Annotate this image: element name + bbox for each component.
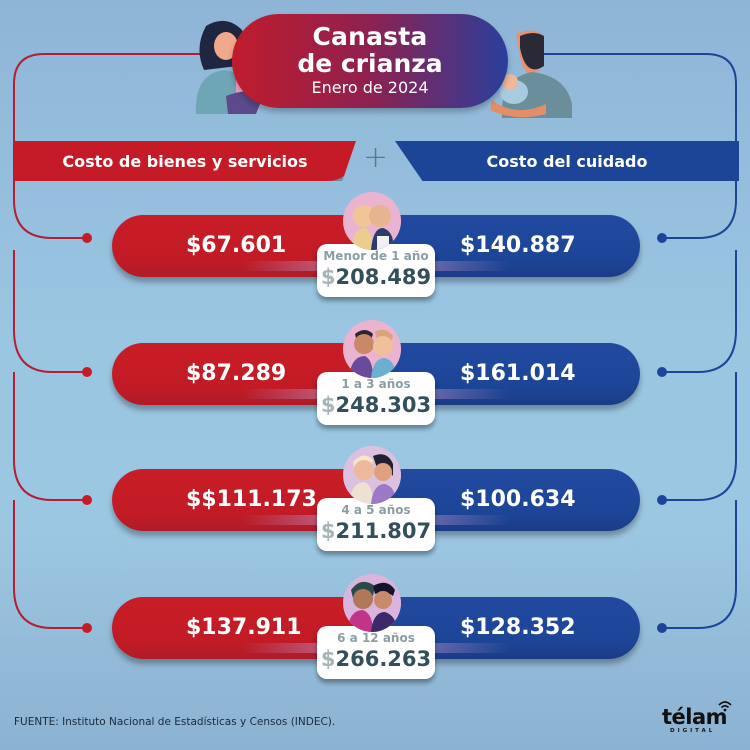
total-value: $266.263: [320, 647, 432, 671]
care-cost-value: $140.887: [460, 233, 576, 258]
title-line-1: Canasta: [312, 22, 428, 51]
age-label: Menor de 1 año: [323, 249, 429, 263]
age-row-4-5: $$111.173 $100.634 4 a 5 años $211.807: [0, 446, 750, 576]
age-label: 4 a 5 años: [341, 503, 411, 517]
toddlers-icon: [343, 320, 401, 378]
subtitle-date: Enero de 2024: [311, 78, 429, 97]
source-note: FUENTE: Instituto Nacional de Estadístic…: [14, 716, 336, 728]
logo-subtitle: DIGITAL: [670, 728, 716, 734]
goods-cost-value: $$111.173: [186, 487, 317, 512]
care-cost-value: $128.352: [460, 615, 576, 640]
telam-logo: télam DIGITAL: [662, 701, 736, 740]
total-value: $211.807: [320, 519, 432, 543]
goods-cost-value: $137.911: [186, 615, 302, 640]
title-line-2: de crianza: [297, 49, 443, 78]
total-card: 6 a 12 años $266.263: [317, 626, 435, 679]
age-label: 6 a 12 años: [337, 631, 415, 645]
wifi-icon: [718, 701, 732, 712]
care-cost-header: Costo del cuidado: [395, 141, 739, 181]
babies-icon: [343, 192, 401, 250]
care-cost-value: $161.014: [460, 361, 576, 386]
age-row-under-1: $67.601 $140.887 Menor de 1 año $208.489: [0, 192, 750, 322]
total-card: 4 a 5 años $211.807: [317, 498, 435, 551]
age-label: 1 a 3 años: [341, 377, 411, 391]
goods-services-header: Costo de bienes y servicios: [14, 141, 356, 181]
age-row-6-12: $137.911 $128.352 6 a 12 años $266.263: [0, 574, 750, 704]
goods-cost-value: $67.601: [186, 233, 287, 258]
title-banner: Canasta de crianza Enero de 2024: [232, 14, 508, 108]
school-kids-icon: [343, 574, 401, 632]
total-card: Menor de 1 año $208.489: [317, 244, 435, 297]
total-value: $248.303: [320, 393, 432, 417]
age-row-1-3: $87.289 $161.014 1 a 3 años $248.303: [0, 320, 750, 450]
father-with-baby-illustration: [490, 30, 572, 118]
logo-word: télam: [662, 705, 728, 729]
care-cost-value: $100.634: [460, 487, 576, 512]
preschoolers-icon: [343, 446, 401, 504]
goods-cost-value: $87.289: [186, 361, 287, 386]
total-card: 1 a 3 años $248.303: [317, 372, 435, 425]
plus-icon: +: [363, 140, 389, 175]
total-value: $208.489: [320, 265, 432, 289]
